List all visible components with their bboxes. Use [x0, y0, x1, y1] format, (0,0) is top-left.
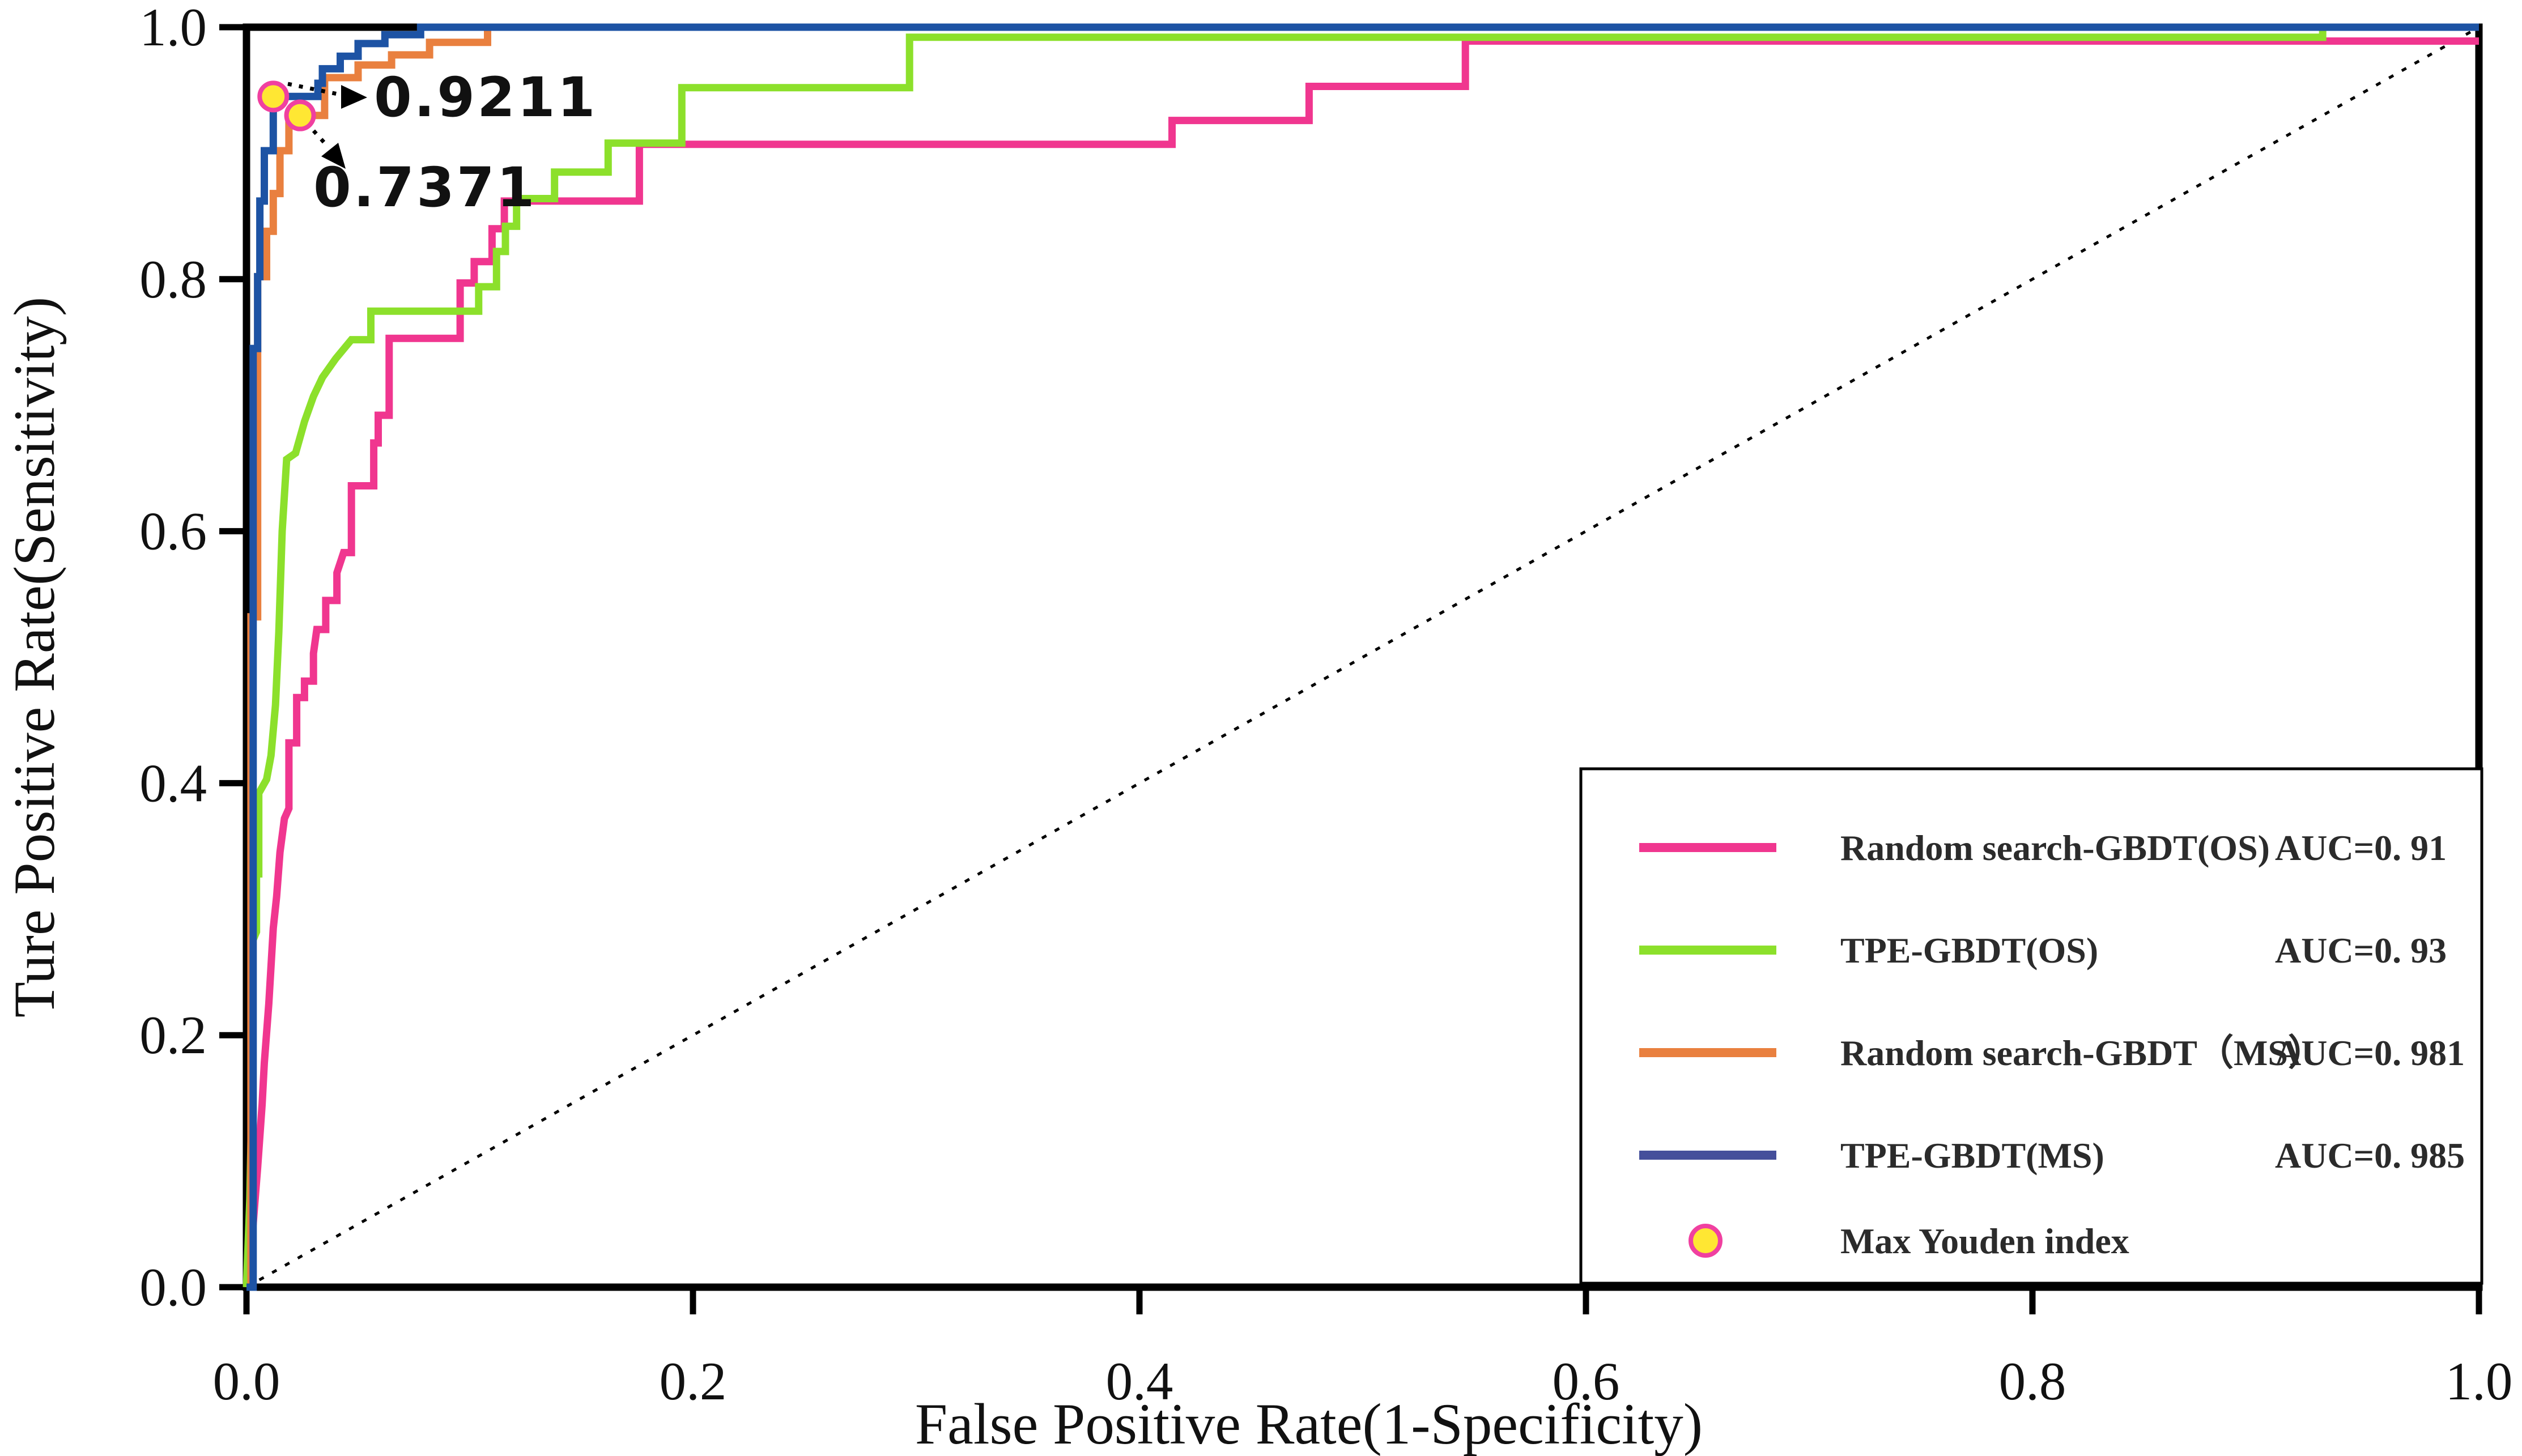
legend-swatch-marker-icon: [1689, 1224, 1723, 1258]
x-tick-label: 1.0: [2446, 1351, 2513, 1411]
y-axis-ticks: 0.0 0.2 0.4 0.6 0.8 1.0: [139, 0, 246, 1317]
roc-curve: [243, 37, 2479, 1288]
roc-curves: [243, 23, 2479, 1291]
legend-row: TPE-GBDT(OS) AUC=0. 93: [1639, 930, 2447, 970]
legend-item-label: Random search-GBDT（MS）: [1840, 1033, 2324, 1073]
legend-item-label: TPE-GBDT(OS): [1840, 930, 2098, 970]
x-tick-label: 0.8: [1999, 1351, 2066, 1411]
legend-item-label: Max Youden index: [1840, 1221, 2129, 1261]
legend-item-auc: AUC=0. 981: [2275, 1033, 2465, 1073]
y-tick-label: 0.4: [139, 753, 207, 813]
arrowhead-icon: [321, 143, 346, 169]
y-tick-label: 0.0: [139, 1257, 207, 1317]
legend: Random search-GBDT(OS) AUC=0. 91 TPE-GBD…: [1579, 767, 2483, 1285]
max-youden-marker-icon: [257, 80, 290, 113]
legend-row: TPE-GBDT(MS) AUC=0. 985: [1639, 1135, 2465, 1176]
legend-row: Random search-GBDT(OS) AUC=0. 91: [1639, 828, 2447, 868]
x-axis-title: False Positive Rate(1-Specificity): [915, 1392, 1703, 1456]
youden-cutoff-annotation-blue: 0.9211: [374, 66, 597, 129]
x-axis-ticks: 0.0 0.2 0.4 0.6 0.8 1.0: [213, 1287, 2513, 1411]
youden-cutoff-annotation-orange: 0.7371: [313, 156, 537, 219]
x-tick-label: 0.4: [1106, 1351, 1173, 1411]
max-youden-markers: [257, 80, 316, 131]
roc-curve: [246, 23, 2479, 1291]
legend-row: Random search-GBDT（MS） AUC=0. 981: [1639, 1033, 2465, 1073]
arrowhead-icon: [341, 85, 367, 109]
legend-item-label: Random search-GBDT(OS): [1840, 828, 2270, 868]
legend-box: [1579, 767, 2483, 1285]
legend-item-label: TPE-GBDT(MS): [1840, 1135, 2104, 1176]
roc-curve: [246, 23, 2479, 1291]
legend-row: Max Youden index: [1689, 1221, 2129, 1261]
roc-curve: [243, 23, 2479, 1288]
y-tick-label: 0.2: [139, 1005, 207, 1065]
x-tick-label: 0.2: [660, 1351, 727, 1411]
y-tick-label: 0.8: [139, 249, 207, 309]
x-tick-label: 0.6: [1553, 1351, 1620, 1411]
y-tick-label: 0.6: [139, 501, 207, 561]
legend-item-auc: AUC=0. 985: [2275, 1135, 2465, 1176]
legend-item-auc: AUC=0. 93: [2275, 930, 2447, 970]
max-youden-marker-icon: [284, 99, 316, 131]
chance-diagonal-line: [245, 25, 2480, 1289]
y-tick-label: 1.0: [139, 0, 207, 57]
y-axis-title: Ture Positive Rate(Sensitivity): [2, 297, 67, 1018]
legend-item-auc: AUC=0. 91: [2275, 828, 2447, 868]
arrow-line-to-0.9211: [287, 82, 338, 96]
x-tick-label: 0.0: [213, 1351, 280, 1411]
youden-annotation-arrows: [287, 82, 367, 169]
